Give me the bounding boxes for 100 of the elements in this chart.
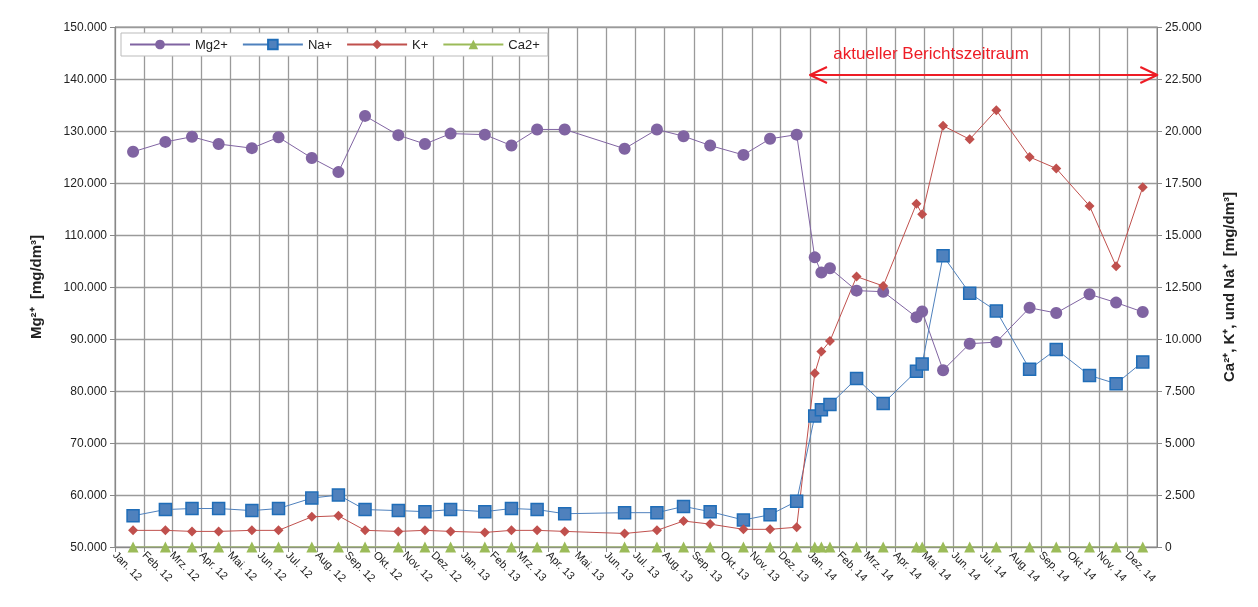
y2-tick-label: 20.000: [1165, 124, 1203, 138]
point: [444, 127, 457, 140]
point: [479, 527, 490, 538]
point: [651, 525, 662, 536]
point: [504, 501, 519, 516]
point: [1110, 541, 1122, 553]
point: [127, 145, 140, 158]
y-tick-label: 100.000: [63, 280, 108, 294]
point: [478, 504, 492, 519]
point: [532, 525, 543, 536]
point: [418, 504, 432, 519]
point: [245, 142, 258, 155]
point: [705, 519, 716, 530]
point: [737, 541, 749, 553]
point: [703, 504, 717, 519]
y2-tick-label: 12.500: [1165, 280, 1203, 294]
point: [764, 132, 777, 145]
point: [964, 134, 975, 145]
point: [213, 541, 225, 553]
point: [530, 502, 544, 517]
point: [506, 525, 517, 536]
point: [332, 166, 345, 179]
point: [1136, 305, 1149, 318]
point: [876, 396, 890, 411]
point: [531, 541, 543, 553]
point: [938, 120, 949, 131]
point: [559, 526, 570, 537]
point: [823, 262, 836, 275]
point: [128, 525, 139, 536]
point: [126, 509, 140, 523]
point: [704, 139, 717, 152]
point: [333, 510, 344, 521]
point: [937, 364, 950, 377]
point: [505, 139, 518, 152]
point: [650, 123, 663, 136]
point: [271, 501, 286, 516]
point: [789, 494, 804, 508]
point: [990, 336, 1003, 349]
point: [273, 541, 285, 553]
y-tick-label: 60.000: [70, 488, 108, 502]
y2-axis-title: Ca²⁺, K⁺, und Na⁺ [mg/dm³]: [1220, 192, 1237, 382]
point: [358, 502, 372, 517]
point: [877, 541, 889, 553]
point: [815, 541, 827, 553]
point: [809, 368, 820, 379]
point: [791, 522, 802, 533]
point: [419, 541, 431, 553]
point: [765, 524, 776, 535]
point: [917, 209, 928, 220]
point: [916, 541, 928, 553]
point: [736, 513, 751, 527]
y2-tick-label: 22.500: [1165, 72, 1203, 86]
point: [558, 123, 571, 136]
point: [936, 249, 950, 263]
point: [445, 541, 457, 553]
point: [916, 305, 929, 318]
point: [392, 129, 405, 142]
point: [990, 541, 1002, 553]
point: [618, 142, 631, 155]
y2-tick-label: 25.000: [1165, 20, 1203, 34]
y-tick-label: 130.000: [63, 124, 108, 138]
point: [160, 525, 171, 536]
y-tick-label: 140.000: [63, 72, 108, 86]
point: [359, 541, 371, 553]
point: [392, 541, 404, 553]
y-tick-label: 120.000: [63, 176, 108, 190]
y-tick-label: 110.000: [64, 228, 108, 242]
point: [790, 128, 803, 141]
legend-label: K+: [412, 37, 429, 52]
point: [619, 541, 631, 553]
point: [964, 541, 976, 553]
point: [419, 525, 430, 536]
point: [185, 501, 199, 516]
point: [246, 541, 258, 553]
point: [332, 541, 344, 553]
point: [617, 505, 632, 520]
point: [245, 503, 259, 518]
point: [158, 502, 173, 517]
point: [531, 123, 544, 136]
point: [505, 541, 517, 553]
point: [212, 138, 225, 150]
point: [763, 508, 777, 522]
y-tick-label: 150.000: [63, 20, 108, 34]
y2-tick-label: 0: [1165, 540, 1172, 554]
point: [824, 541, 836, 553]
point: [963, 337, 976, 350]
point: [305, 152, 318, 165]
point: [1050, 307, 1063, 319]
point: [159, 135, 172, 148]
point: [1084, 541, 1095, 553]
y2-tick-label: 17.500: [1165, 176, 1203, 190]
point: [186, 130, 199, 143]
point: [823, 397, 837, 412]
point: [306, 511, 317, 522]
point: [1024, 541, 1036, 553]
point: [704, 541, 716, 553]
point: [737, 148, 750, 161]
legend-label: Mg2+: [195, 37, 228, 52]
point: [619, 528, 630, 539]
y-tick-label: 50.000: [70, 540, 108, 554]
